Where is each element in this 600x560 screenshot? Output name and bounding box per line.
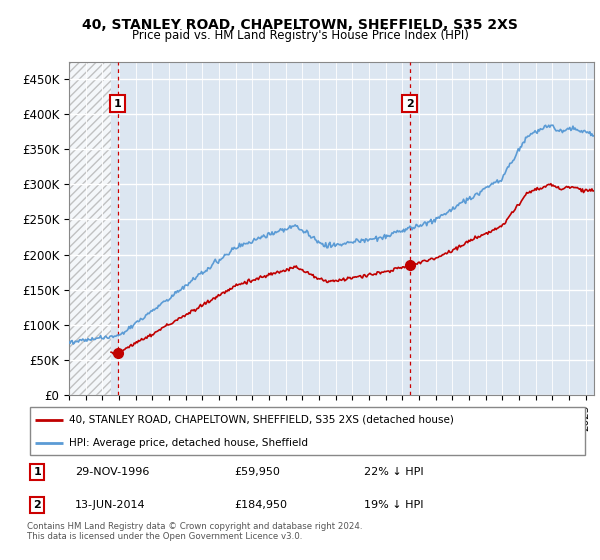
Text: Contains HM Land Registry data © Crown copyright and database right 2024.
This d: Contains HM Land Registry data © Crown c… — [27, 522, 362, 542]
Text: 29-NOV-1996: 29-NOV-1996 — [74, 467, 149, 477]
Text: 40, STANLEY ROAD, CHAPELTOWN, SHEFFIELD, S35 2XS: 40, STANLEY ROAD, CHAPELTOWN, SHEFFIELD,… — [82, 18, 518, 32]
Text: 40, STANLEY ROAD, CHAPELTOWN, SHEFFIELD, S35 2XS (detached house): 40, STANLEY ROAD, CHAPELTOWN, SHEFFIELD,… — [69, 414, 454, 424]
FancyBboxPatch shape — [30, 407, 585, 455]
Text: 19% ↓ HPI: 19% ↓ HPI — [364, 500, 423, 510]
Text: 13-JUN-2014: 13-JUN-2014 — [74, 500, 145, 510]
Text: 1: 1 — [113, 99, 121, 109]
Text: 1: 1 — [33, 467, 41, 477]
Text: £184,950: £184,950 — [235, 500, 287, 510]
Text: HPI: Average price, detached house, Sheffield: HPI: Average price, detached house, Shef… — [69, 438, 308, 448]
Text: 22% ↓ HPI: 22% ↓ HPI — [364, 467, 423, 477]
Text: Price paid vs. HM Land Registry's House Price Index (HPI): Price paid vs. HM Land Registry's House … — [131, 29, 469, 42]
Text: 2: 2 — [406, 99, 413, 109]
Text: £59,950: £59,950 — [235, 467, 280, 477]
Text: 2: 2 — [33, 500, 41, 510]
Polygon shape — [69, 62, 110, 395]
